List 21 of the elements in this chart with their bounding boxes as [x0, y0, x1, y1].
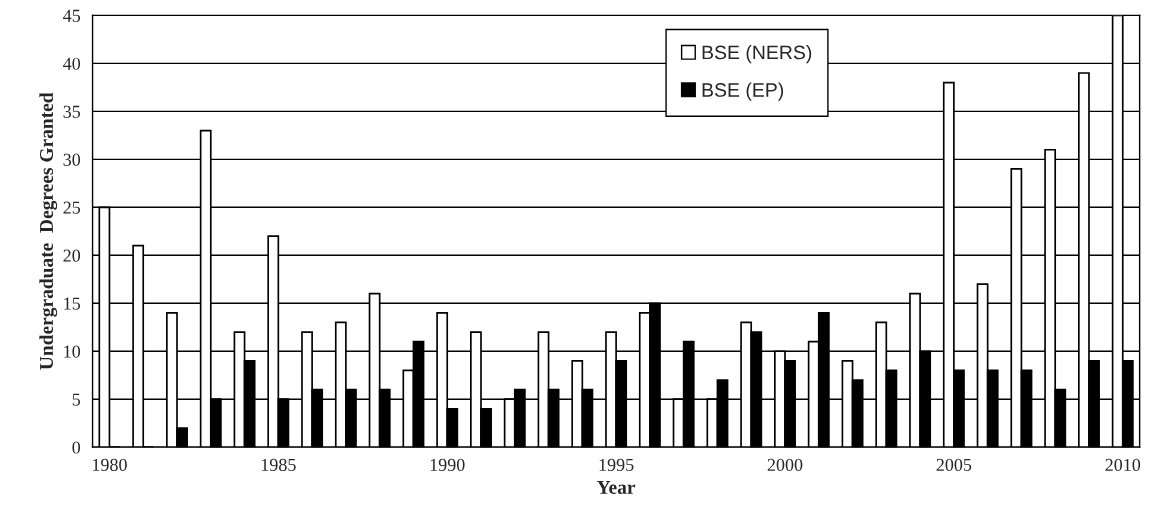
y-tick-label: 25 [63, 201, 81, 214]
y-tick-label: 10 [64, 345, 81, 358]
y-tick-label: 5 [72, 393, 81, 406]
legend-label: BSE (EP) [702, 82, 784, 101]
y-tick-label: 40 [63, 57, 81, 70]
x-tick-label: 1995 [599, 458, 634, 471]
x-tick-label: 2005 [936, 458, 972, 471]
x-axis-title: Year [597, 480, 636, 494]
legend-label: BSE (NERS) [702, 45, 812, 64]
y-tick-label: 45 [63, 9, 81, 22]
y-tick-label: 35 [63, 105, 81, 118]
x-tick-label: 2010 [1105, 458, 1141, 471]
x-tick-label: 1980 [92, 458, 127, 471]
y-tick-label: 20 [63, 249, 81, 262]
x-tick-label: 1990 [430, 458, 465, 471]
x-tick-label: 2000 [767, 458, 803, 471]
x-tick-label: 1985 [261, 458, 296, 471]
y-tick-label: 15 [64, 297, 81, 310]
y-tick-label: 30 [63, 153, 81, 166]
y-axis-title: Undergraduate Degrees Granted [39, 92, 58, 370]
y-tick-label: 0 [72, 441, 81, 454]
